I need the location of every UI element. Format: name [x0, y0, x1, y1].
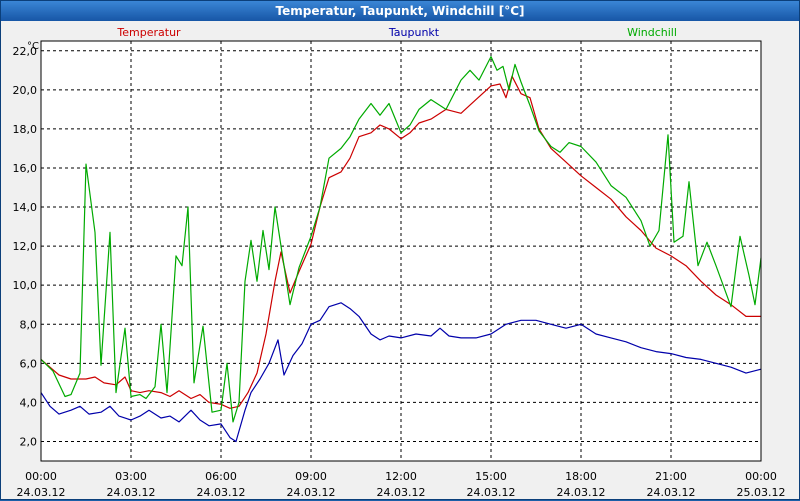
- x-tick-date: 24.03.12: [557, 486, 606, 499]
- x-tick-time: 06:00: [205, 470, 237, 483]
- y-tick-label: 16,0: [13, 162, 38, 175]
- series-line-windchill: [40, 55, 762, 423]
- y-tick-label: 22,0: [13, 45, 38, 58]
- y-tick-label: 20,0: [13, 84, 38, 97]
- plot-frame: [40, 40, 762, 462]
- x-tick-date: 25.03.12: [737, 486, 786, 499]
- legend-temperatur: Temperatur: [116, 26, 181, 39]
- series-line-temperatur: [40, 75, 761, 409]
- y-axis-unit: °C: [27, 41, 39, 52]
- x-tick-date: 24.03.12: [107, 486, 156, 499]
- y-tick-label: 2,0: [20, 435, 38, 448]
- x-tick-time: 21:00: [655, 470, 687, 483]
- x-tick-time: 00:00: [745, 470, 777, 483]
- legend-windchill: Windchill: [627, 26, 677, 39]
- y-tick-label: 18,0: [13, 123, 38, 136]
- x-tick-date: 24.03.12: [467, 486, 516, 499]
- x-tick-date: 24.03.12: [287, 486, 336, 499]
- x-tick-date: 24.03.12: [377, 486, 426, 499]
- series-line-taupunkt: [40, 302, 762, 443]
- y-tick-label: 4,0: [20, 396, 38, 409]
- x-tick-time: 09:00: [295, 470, 327, 483]
- x-tick-time: 00:00: [25, 470, 57, 483]
- x-tick-time: 03:00: [115, 470, 147, 483]
- y-tick-label: 14,0: [13, 201, 38, 214]
- y-tick-label: 8,0: [20, 318, 38, 331]
- x-tick-time: 15:00: [475, 470, 507, 483]
- legend-taupunkt: Taupunkt: [388, 26, 440, 39]
- y-tick-label: 10,0: [13, 279, 38, 292]
- window-title: Temperatur, Taupunkt, Windchill [°C]: [1, 1, 799, 21]
- x-tick-time: 12:00: [385, 470, 417, 483]
- x-tick-time: 18:00: [565, 470, 597, 483]
- x-tick-date: 24.03.12: [197, 486, 246, 499]
- y-tick-label: 6,0: [20, 357, 38, 370]
- x-tick-date: 24.03.12: [647, 486, 696, 499]
- x-tick-date: 24.03.12: [17, 486, 66, 499]
- y-tick-label: 12,0: [13, 240, 38, 253]
